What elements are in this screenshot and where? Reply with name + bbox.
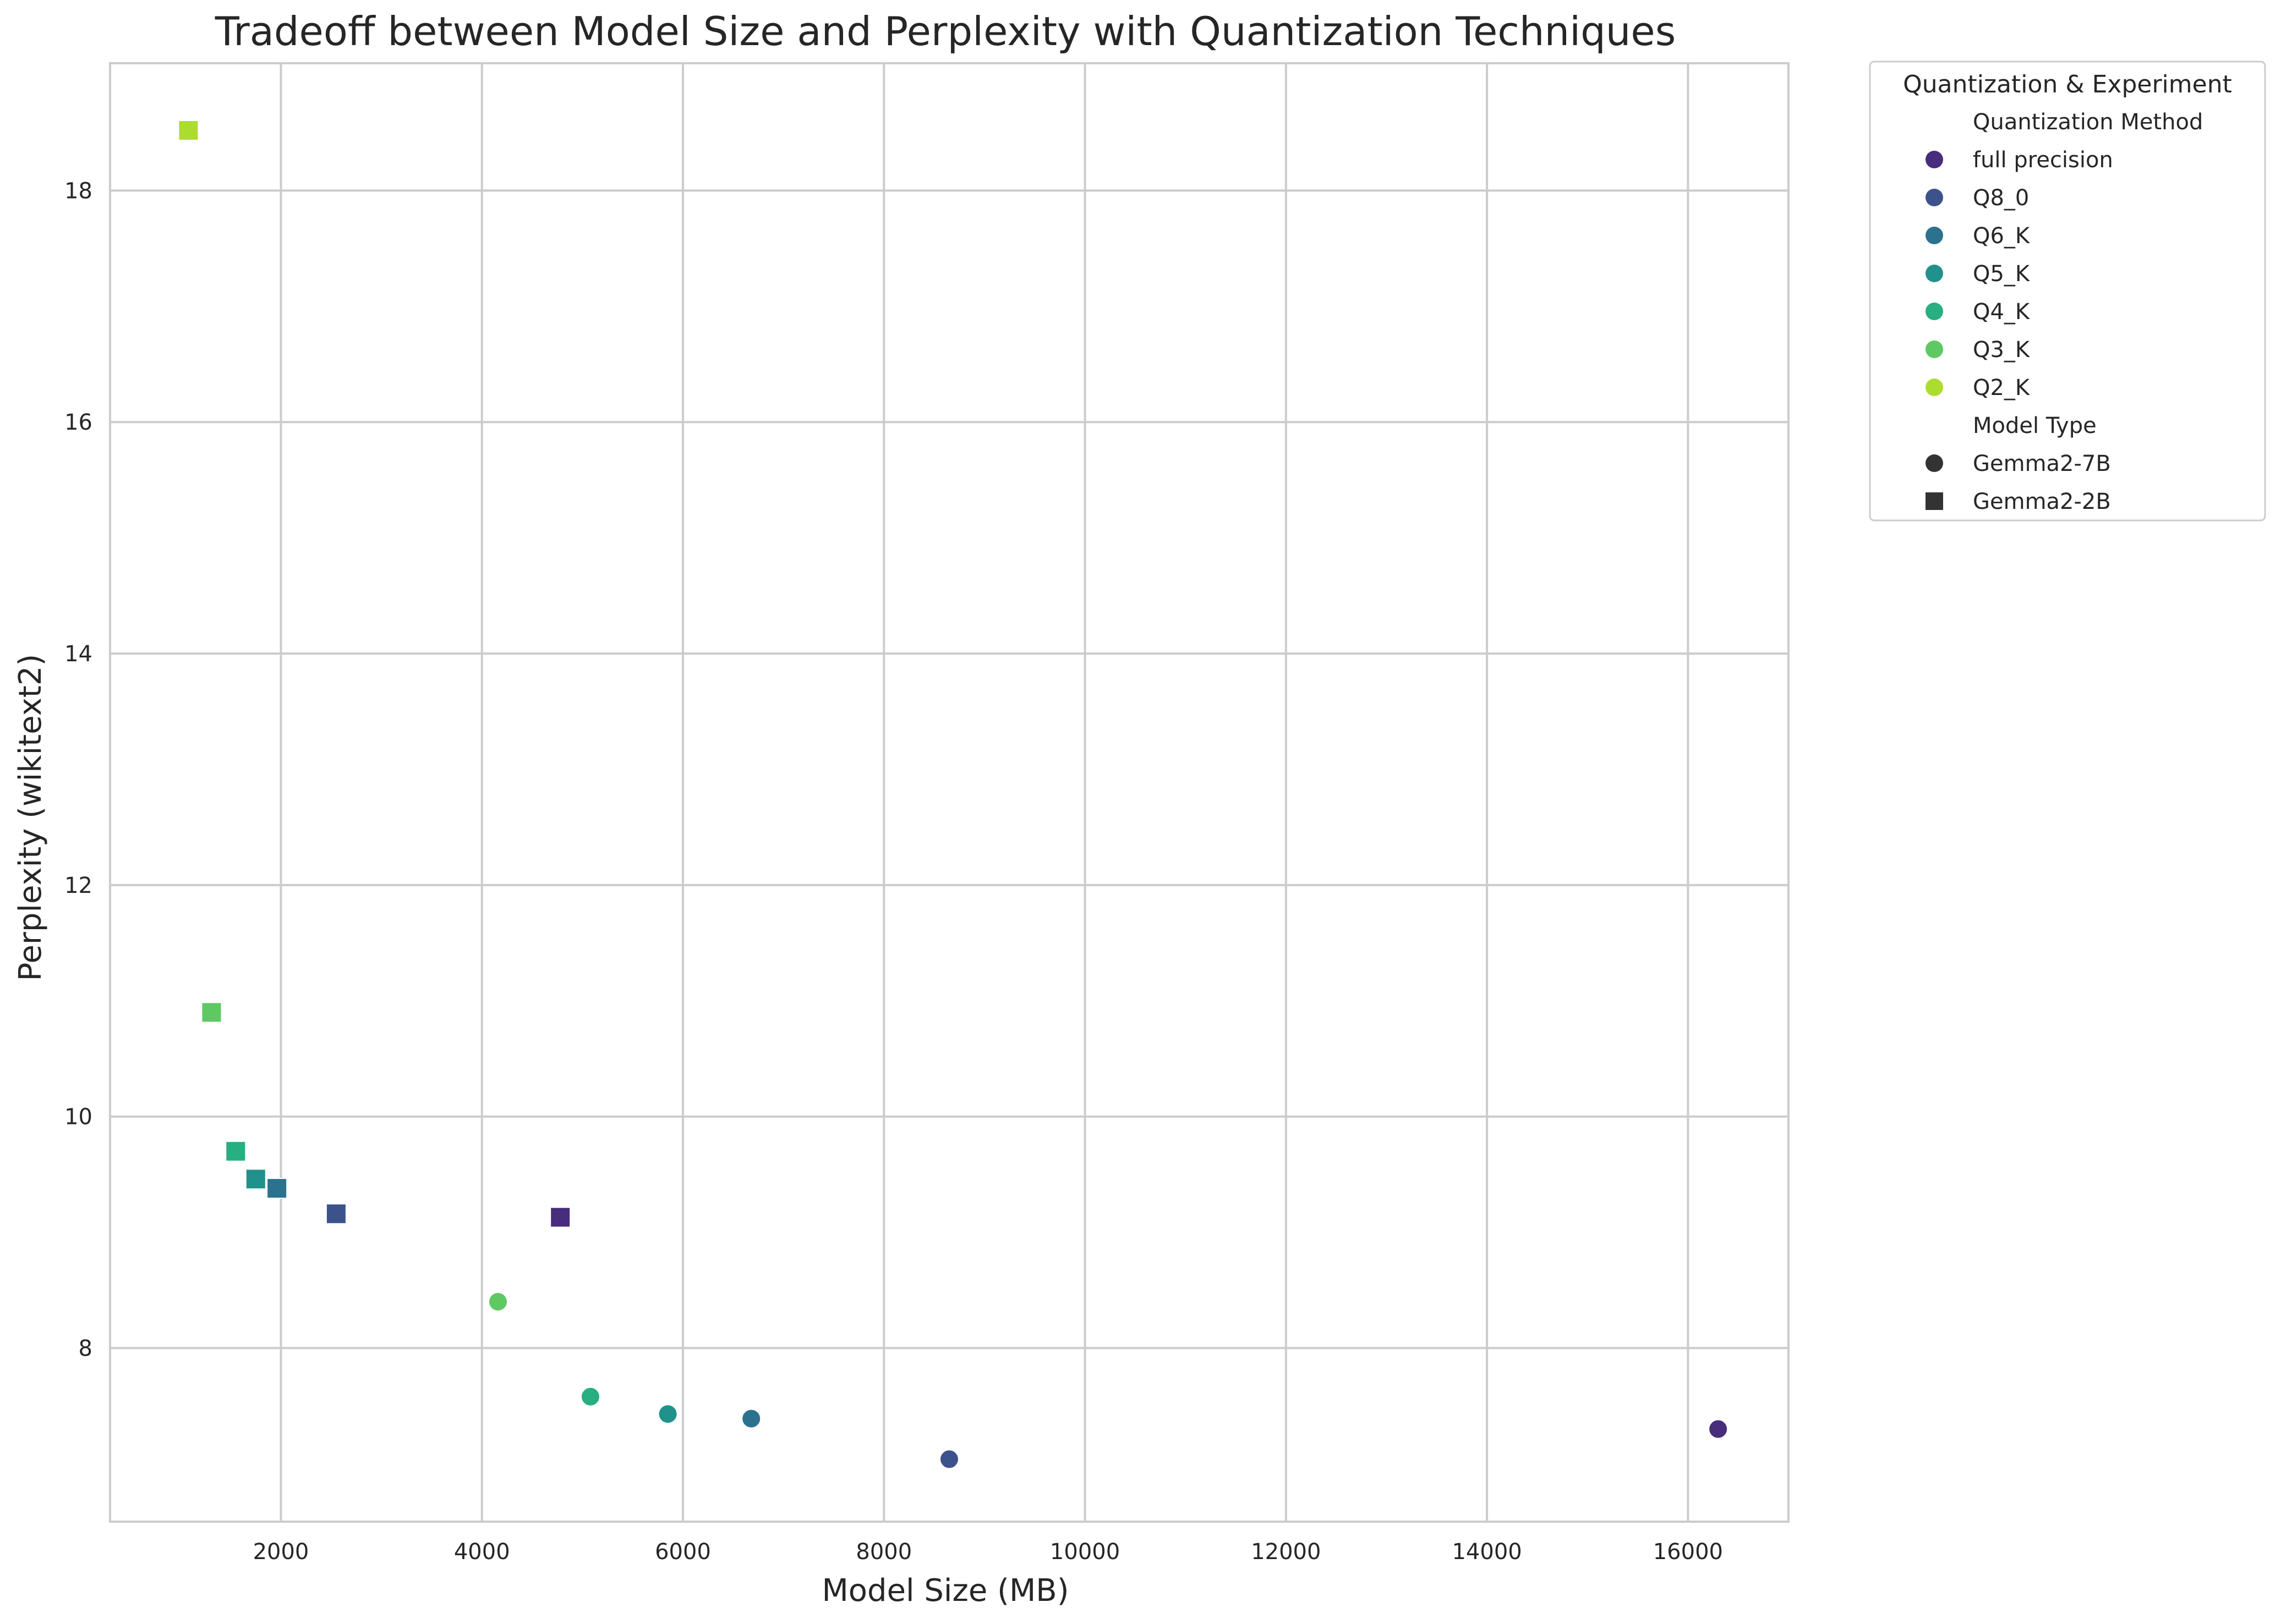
data-point-circle <box>580 1386 600 1407</box>
legend-marker <box>1926 492 1943 510</box>
legend-items: Quantization Method full precision Q8_0 Q6_… <box>1926 109 2203 514</box>
legend-marker <box>1926 227 1943 244</box>
y-tick-label: 16 <box>64 410 92 435</box>
data-point-square <box>225 1140 247 1162</box>
x-tick-label: 6000 <box>655 1539 711 1565</box>
data-point-circle <box>939 1449 959 1469</box>
grid-lines <box>110 63 1788 1522</box>
x-axis-label: Model Size (MB) <box>822 1573 1069 1609</box>
legend-label: Q3_K <box>1973 337 2031 363</box>
legend-marker <box>1926 454 1943 472</box>
data-points <box>178 120 1728 1469</box>
data-point-square <box>201 1002 222 1023</box>
data-point-circle <box>658 1404 678 1424</box>
legend-label: full precision <box>1973 147 2113 173</box>
legend-box <box>1869 61 2266 522</box>
y-tick-label: 8 <box>79 1336 92 1361</box>
legend-title: Quantization & Experiment <box>1903 70 2232 98</box>
legend-subtitle: Model Type <box>1973 413 2097 438</box>
legend-marker <box>1926 303 1943 320</box>
data-point-square <box>266 1178 288 1199</box>
tick-labels: 2000 4000 6000 8000 10000 12000 14000 16000 8 10 1… <box>64 178 1723 1565</box>
data-point-square <box>178 120 199 141</box>
x-tick-label: 4000 <box>454 1539 510 1565</box>
legend-marker <box>1926 341 1943 358</box>
data-point-square <box>550 1206 571 1228</box>
data-point-square <box>245 1168 266 1190</box>
x-tick-label: 8000 <box>856 1539 912 1565</box>
x-tick-label: 16000 <box>1653 1539 1723 1565</box>
y-axis-label: Perplexity (wikitext2) <box>13 654 48 981</box>
legend-label: Q4_K <box>1973 299 2031 325</box>
legend-marker <box>1926 378 1943 396</box>
legend-label: Q8_0 <box>1973 185 2029 211</box>
x-tick-label: 14000 <box>1452 1539 1522 1565</box>
legend-label: Gemma2-2B <box>1973 489 2111 514</box>
data-point-circle <box>488 1292 508 1312</box>
legend-label: Q5_K <box>1973 261 2031 287</box>
y-tick-label: 14 <box>64 641 92 667</box>
x-tick-label: 10000 <box>1050 1539 1120 1565</box>
legend-label: Q2_K <box>1973 375 2031 400</box>
x-tick-label: 2000 <box>253 1539 309 1565</box>
data-point-circle <box>741 1408 762 1429</box>
chart-title: Tradeoff between Model Size and Perplexi… <box>215 8 1676 54</box>
x-tick-label: 12000 <box>1251 1539 1321 1565</box>
plot-frame <box>109 62 1790 1523</box>
legend: Quantization & Experiment Quantization M… <box>1869 61 2266 522</box>
legend-label: Q6_K <box>1973 223 2031 249</box>
y-tick-label: 18 <box>64 178 92 204</box>
legend-marker <box>1926 189 1943 206</box>
y-tick-label: 12 <box>64 873 92 898</box>
legend-marker <box>1926 151 1943 168</box>
data-point-square <box>325 1203 347 1225</box>
legend-subtitle: Quantization Method <box>1973 109 2203 135</box>
legend-label: Gemma2-7B <box>1973 451 2111 476</box>
y-tick-label: 10 <box>64 1105 92 1130</box>
legend-marker <box>1926 265 1943 282</box>
data-point-circle <box>1708 1419 1728 1439</box>
